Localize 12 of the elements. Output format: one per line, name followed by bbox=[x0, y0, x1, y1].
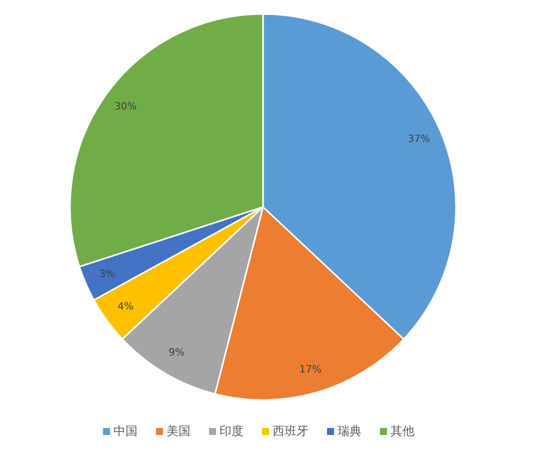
data-label: 37% bbox=[408, 134, 430, 146]
data-label: 3% bbox=[99, 268, 116, 280]
legend-label: 印度 bbox=[220, 424, 244, 438]
data-label: 4% bbox=[118, 301, 134, 312]
legend-label: 西班牙 bbox=[272, 424, 308, 438]
data-label: 17% bbox=[299, 364, 322, 376]
data-label: 9% bbox=[168, 348, 184, 359]
legend-label: 美国 bbox=[166, 424, 190, 438]
legend-label: 其他 bbox=[390, 424, 414, 438]
data-label: 30% bbox=[114, 102, 137, 113]
legend-label: 瑞典 bbox=[338, 424, 362, 438]
legend-label: 中国 bbox=[114, 424, 138, 438]
